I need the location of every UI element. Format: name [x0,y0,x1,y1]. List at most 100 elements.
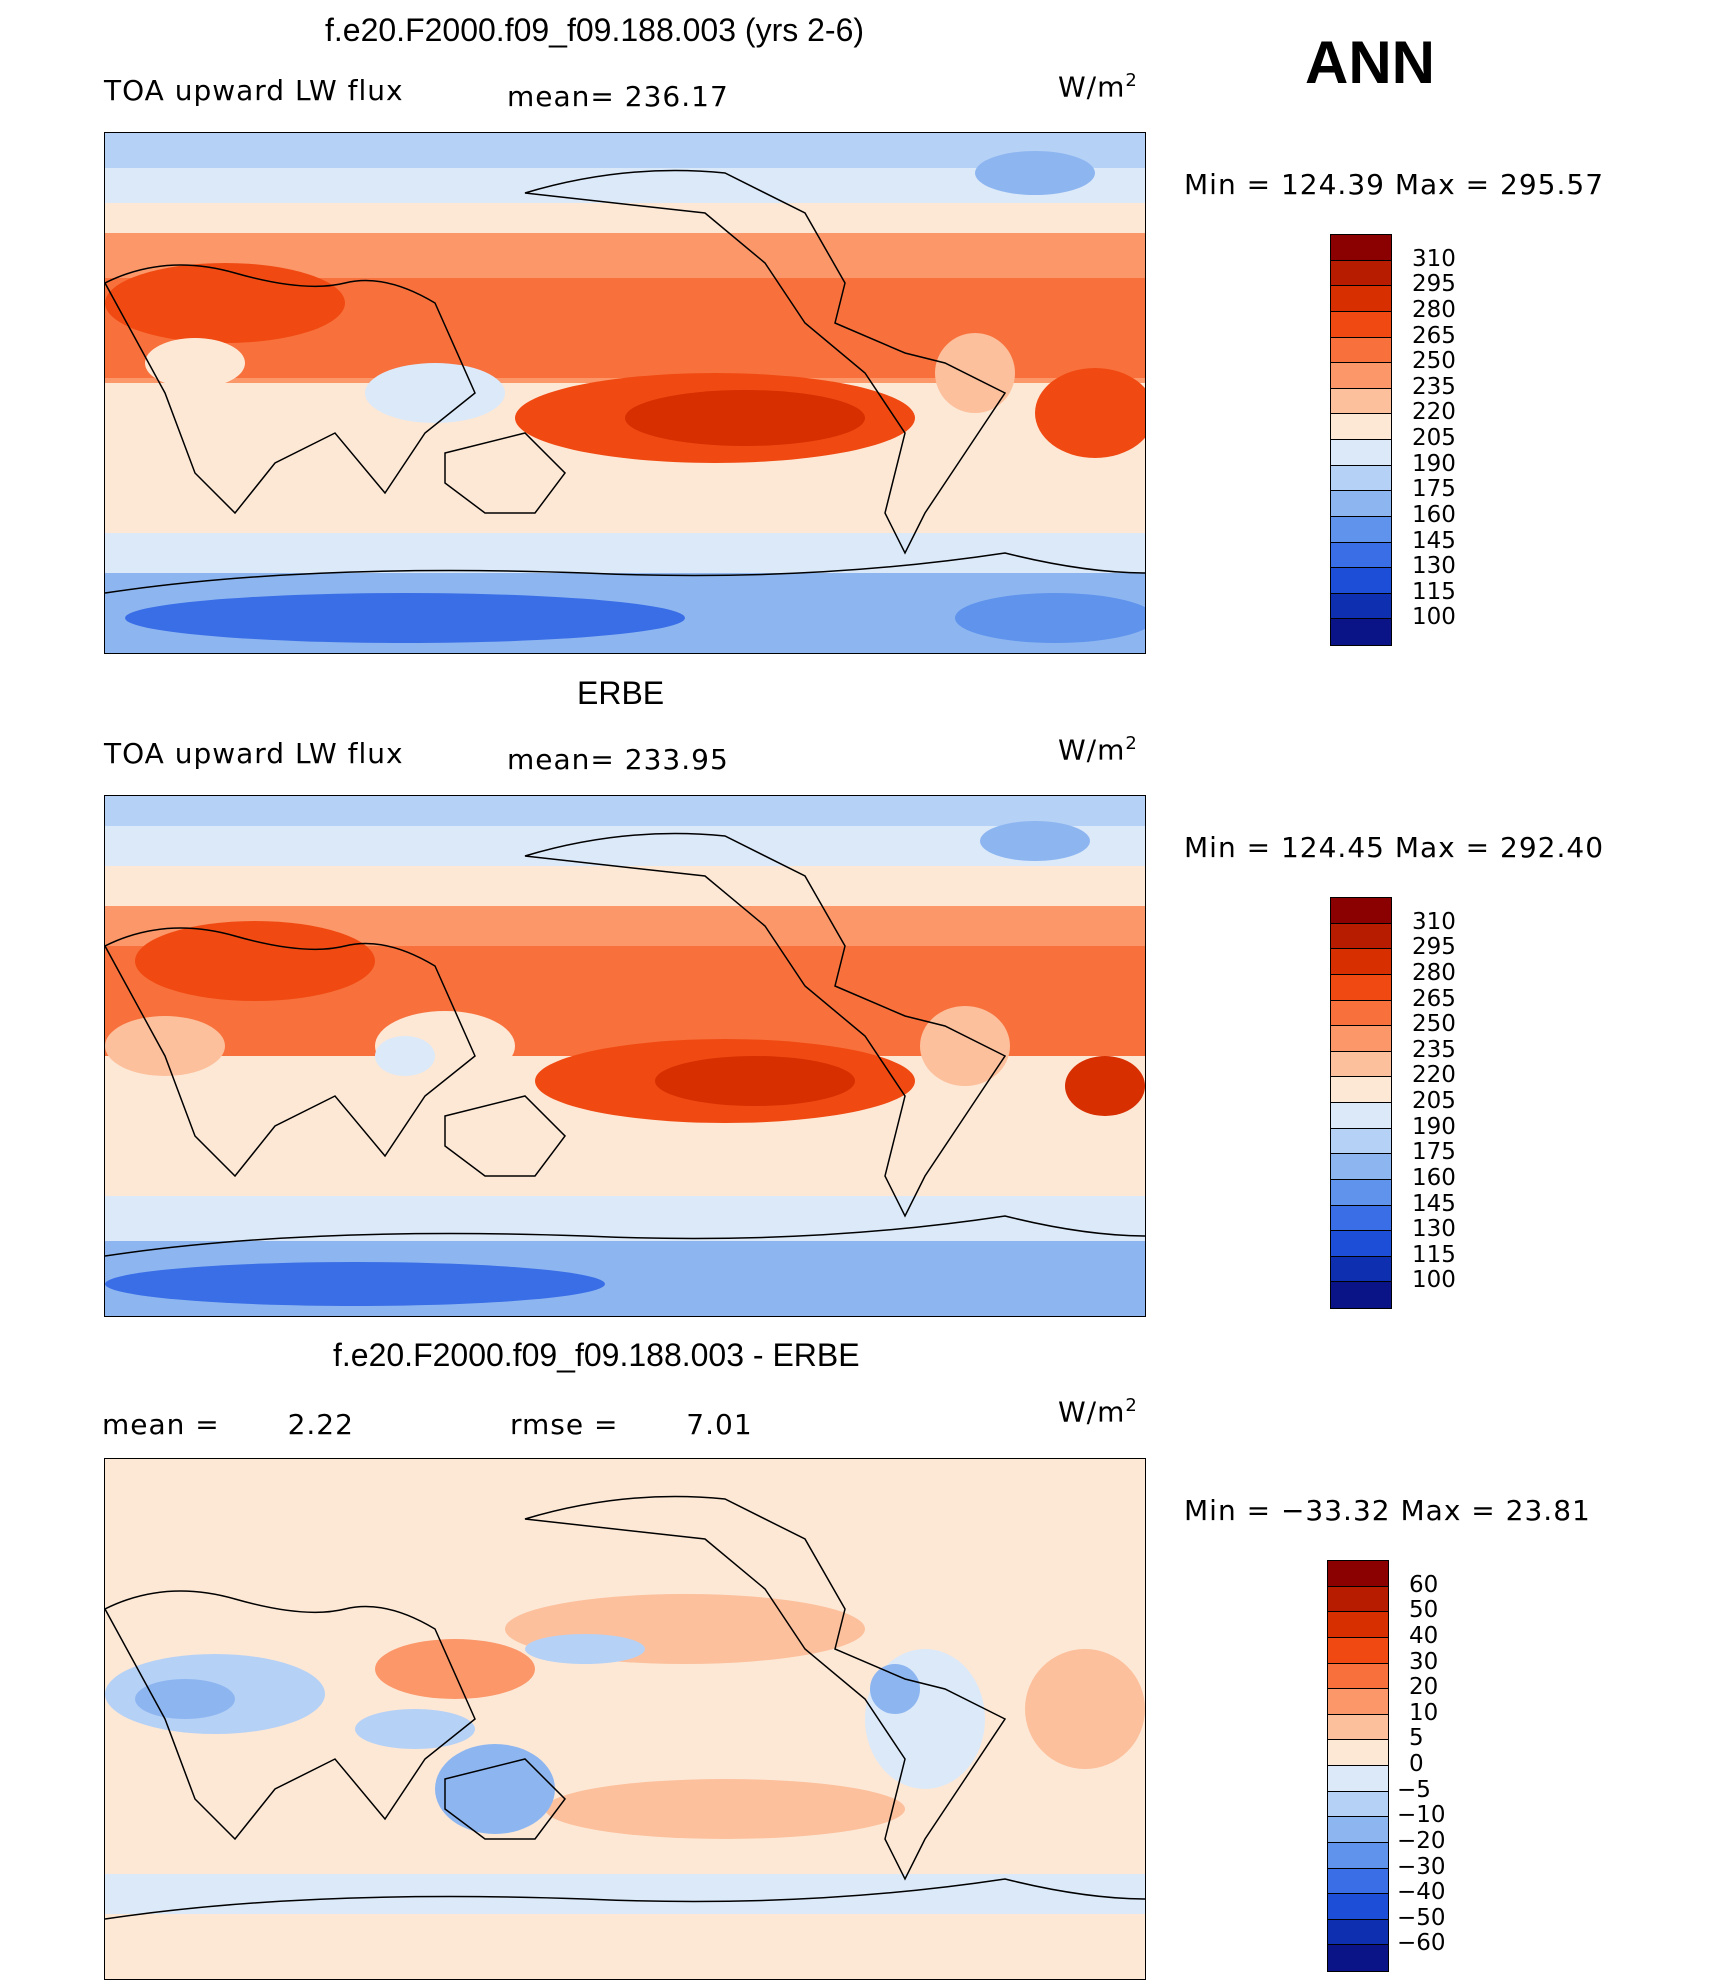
p1-subarctic-band [105,168,1145,203]
panel2-colorbar [1330,897,1392,1309]
colorbar-tick-label: 0 [1409,1751,1424,1777]
p2-arctic-band [105,796,1145,826]
panel3-min-value: −33.32 [1280,1494,1391,1527]
colorbar-tick-label: −40 [1397,1879,1446,1906]
colorbar-tick-label: 130 [1412,1216,1456,1243]
p2-subarctic-band [105,826,1145,866]
colorbar-tick-label: 175 [1412,476,1456,503]
colorbar-tick-label: 115 [1412,1241,1456,1268]
p1-africa-conv [145,338,245,388]
panel3-min-label: Min [1184,1494,1237,1527]
colorbar-segment [1328,1561,1388,1587]
colorbar-tick-label: 40 [1409,1622,1439,1649]
colorbar-segment [1328,1714,1388,1741]
panel1-min-label: Min [1184,168,1237,201]
colorbar-segment [1331,1026,1391,1052]
p1-greenland [975,151,1095,195]
colorbar-segment [1328,1791,1388,1818]
p2-pacific-core [655,1056,855,1106]
colorbar-tick-label: −30 [1397,1853,1446,1880]
colorbar-segment [1331,337,1391,364]
colorbar-segment [1328,1637,1388,1664]
colorbar-segment [1331,491,1391,517]
colorbar-segment [1331,440,1391,466]
panel1-mean-value: 236.17 [624,80,729,113]
p3-atl-pos [1025,1649,1145,1769]
colorbar-tick-label: 115 [1412,578,1456,605]
colorbar-tick-label: 160 [1412,501,1456,528]
p3-npac-neg [525,1634,645,1664]
colorbar-segment [1328,1586,1388,1613]
colorbar-tick-label: −10 [1397,1802,1446,1829]
colorbar-segment [1331,1000,1391,1027]
colorbar-segment [1331,363,1391,389]
p1-coast-americas [524,169,1007,555]
colorbar-segment [1331,542,1391,569]
panel2-max-value: 292.40 [1500,831,1605,864]
p1-coast-eurafrica [105,264,476,515]
panel2-units: W/m2 [1058,733,1138,766]
colorbar-tick-label: 220 [1412,399,1456,426]
colorbar-tick-label: 280 [1412,296,1456,323]
colorbar-tick-label: 190 [1412,450,1456,477]
panel3-colorbar [1327,1560,1389,1972]
colorbar-tick-label: 145 [1412,1190,1456,1217]
colorbar-segment [1328,1842,1388,1869]
colorbar-tick-label: 175 [1412,1139,1456,1166]
panel3-units-sup: 2 [1125,1395,1138,1416]
colorbar-segment [1331,1179,1391,1206]
panel1-colorbar [1330,234,1392,646]
panel1-min-eq: = [1246,168,1272,201]
p2-coast-eurafrica [105,927,476,1178]
panel3-units-base: W/m [1058,1395,1126,1429]
p1-pacific-core [625,390,865,446]
panel1-max-value: 295.57 [1500,168,1605,201]
colorbar-tick-label: −60 [1397,1930,1446,1957]
colorbar-segment [1328,1919,1388,1946]
colorbar-segment [1328,1740,1388,1766]
colorbar-tick-label: 205 [1412,1088,1456,1114]
panel1-minmax: Min = 124.39 Max = 295.57 [1184,168,1604,201]
colorbar-segment [1328,1663,1388,1690]
p1-antarctic-cold2 [955,593,1145,643]
colorbar-tick-label: 295 [1412,271,1456,298]
colorbar-tick-label: 250 [1412,348,1456,375]
panel1-map [104,132,1146,654]
colorbar-tick-label: 205 [1412,425,1456,451]
p2-africa-conv [105,1016,225,1076]
panel3-max-value: 23.81 [1505,1494,1591,1527]
panel3-mean-label: mean = [102,1408,220,1441]
colorbar-tick-label: 100 [1412,604,1456,631]
p2-greenland [980,821,1090,861]
colorbar-segment [1331,1128,1391,1155]
p2-amazon-conv [920,1006,1010,1086]
colorbar-tick-label: 50 [1409,1597,1439,1624]
panel1-mean-label: mean= [507,80,615,113]
panel3-mean-value: 2.22 [287,1408,354,1441]
panel3-mean: mean = 2.22 [102,1408,354,1441]
panel3-max-label: Max [1400,1494,1462,1527]
p3-spac-pos [545,1779,905,1839]
colorbar-tick-label: 130 [1412,553,1456,580]
p2-antarctic-cold [105,1262,605,1306]
panel2-max-eq: = [1465,831,1491,864]
colorbar-segment [1331,1154,1391,1180]
p1-coast-antarctica [105,552,1145,594]
panel2-map [104,795,1146,1317]
panel2-min-label: Min [1184,831,1237,864]
colorbar-segment [1331,1077,1391,1103]
colorbar-segment [1331,1231,1391,1257]
panel2-variable: TOA upward LW flux [104,737,404,770]
p1-warm-pool [365,363,505,423]
panel1-units: W/m2 [1058,70,1138,103]
p1-atlantic-hot [1035,368,1145,458]
colorbar-segment [1331,260,1391,287]
p1-coast-australia [444,432,566,514]
colorbar-tick-label: 235 [1412,1036,1456,1063]
panel2-min-value: 124.45 [1280,831,1385,864]
colorbar-segment [1331,1256,1391,1283]
colorbar-tick-label: 265 [1412,322,1456,349]
colorbar-segment [1328,1868,1388,1895]
p2-coast-antarctica [105,1215,1145,1257]
season-label: ANN [1305,29,1435,96]
